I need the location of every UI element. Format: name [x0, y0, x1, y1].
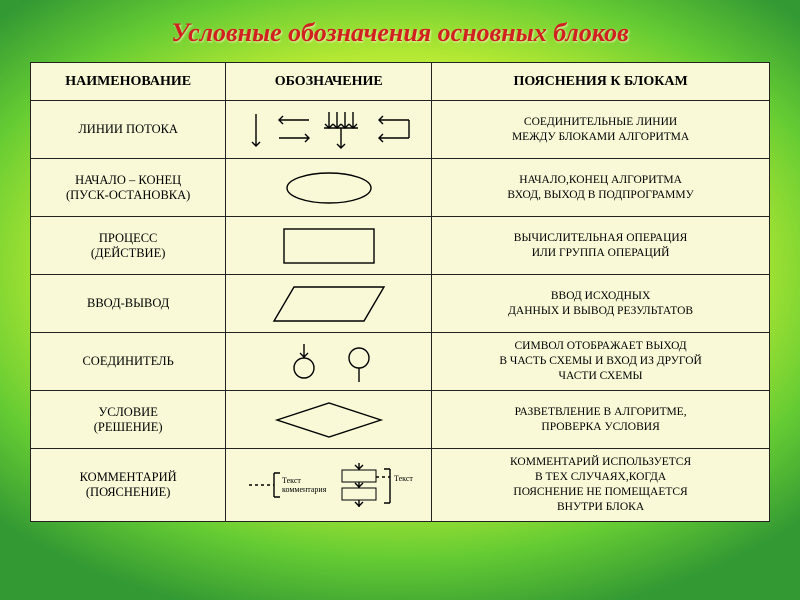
- row-symbol-decision: [226, 391, 432, 449]
- row-explanation: СИМВОЛ ОТОБРАЖАЕТ ВЫХОДВ ЧАСТЬ СХЕМЫ И В…: [432, 333, 770, 391]
- table-row: НАЧАЛО – КОНЕЦ(ПУСК-ОСТАНОВКА) НАЧАЛО,КОН…: [31, 159, 770, 217]
- table-row: ЛИНИИ ПОТОКА СОЕДИНИТЕЛЬНЫЕ ЛИНИИМЕЖДУ БЛ…: [31, 101, 770, 159]
- row-symbol-io: [226, 275, 432, 333]
- table-row: КОММЕНТАРИЙ(ПОЯСНЕНИЕ)ТексткомментарияТе…: [31, 449, 770, 522]
- row-explanation: ВЫЧИСЛИТЕЛЬНАЯ ОПЕРАЦИЯИЛИ ГРУППА ОПЕРАЦ…: [432, 217, 770, 275]
- row-name: КОММЕНТАРИЙ(ПОЯСНЕНИЕ): [31, 449, 226, 522]
- row-explanation: КОММЕНТАРИЙ ИСПОЛЬЗУЕТСЯВ ТЕХ СЛУЧАЯХ,КО…: [432, 449, 770, 522]
- row-explanation: НАЧАЛО,КОНЕЦ АЛГОРИТМАВХОД, ВЫХОД В ПОДП…: [432, 159, 770, 217]
- table-row: ПРОЦЕСС(ДЕЙСТВИЕ) ВЫЧИСЛИТЕЛЬНАЯ ОПЕРАЦИЯ…: [31, 217, 770, 275]
- row-explanation: СОЕДИНИТЕЛЬНЫЕ ЛИНИИМЕЖДУ БЛОКАМИ АЛГОРИ…: [432, 101, 770, 159]
- row-symbol-comment: ТексткомментарияТекст: [226, 449, 432, 522]
- table-row: УСЛОВИЕ(РЕШЕНИЕ) РАЗВЕТВЛЕНИЕ В АЛГОРИТМЕ…: [31, 391, 770, 449]
- row-symbol-flow-lines: [226, 101, 432, 159]
- row-symbol-process: [226, 217, 432, 275]
- row-name: ПРОЦЕСС(ДЕЙСТВИЕ): [31, 217, 226, 275]
- row-name: СОЕДИНИТЕЛЬ: [31, 333, 226, 391]
- row-explanation: ВВОД ИСХОДНЫХДАННЫХ И ВЫВОД РЕЗУЛЬТАТОВ: [432, 275, 770, 333]
- row-name: НАЧАЛО – КОНЕЦ(ПУСК-ОСТАНОВКА): [31, 159, 226, 217]
- symbols-table: НАИМЕНОВАНИЕ ОБОЗНАЧЕНИЕ ПОЯСНЕНИЯ К БЛО…: [30, 62, 770, 522]
- row-name: УСЛОВИЕ(РЕШЕНИЕ): [31, 391, 226, 449]
- row-name: ЛИНИИ ПОТОКА: [31, 101, 226, 159]
- col-name: НАИМЕНОВАНИЕ: [31, 63, 226, 101]
- table-row: СОЕДИНИТЕЛЬ СИМВОЛ ОТОБРАЖАЕТ ВЫХОДВ ЧАСТ…: [31, 333, 770, 391]
- row-name: ВВОД-ВЫВОД: [31, 275, 226, 333]
- svg-text:Текст: Текст: [394, 474, 413, 483]
- col-explanation: ПОЯСНЕНИЯ К БЛОКАМ: [432, 63, 770, 101]
- row-symbol-connector: [226, 333, 432, 391]
- page-title: Условные обозначения основных блоков: [30, 18, 770, 48]
- svg-text:Текст: Текст: [282, 476, 301, 485]
- table-row: ВВОД-ВЫВОД ВВОД ИСХОДНЫХДАННЫХ И ВЫВОД РЕ…: [31, 275, 770, 333]
- svg-text:комментария: комментария: [282, 485, 327, 494]
- col-symbol: ОБОЗНАЧЕНИЕ: [226, 63, 432, 101]
- row-explanation: РАЗВЕТВЛЕНИЕ В АЛГОРИТМЕ,ПРОВЕРКА УСЛОВИ…: [432, 391, 770, 449]
- row-symbol-terminator: [226, 159, 432, 217]
